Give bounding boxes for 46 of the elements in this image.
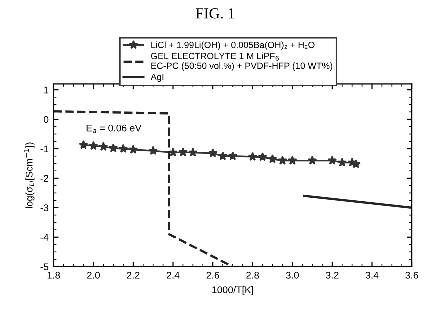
point bbox=[308, 156, 318, 165]
point bbox=[338, 158, 348, 167]
point bbox=[128, 145, 138, 154]
line-series bbox=[54, 110, 234, 267]
y-tick-label: -4 bbox=[40, 234, 49, 241]
x-tick-label: 3.4 bbox=[366, 272, 379, 279]
point bbox=[228, 152, 238, 160]
y-axis-title: log(σ$_{Li}$[Scm$^{−1}$]) bbox=[24, 142, 35, 208]
x-axis-title: 1000/T[K] bbox=[212, 286, 254, 296]
point bbox=[268, 154, 278, 164]
point bbox=[118, 144, 128, 154]
point bbox=[188, 148, 198, 157]
point bbox=[218, 152, 228, 160]
legend-label: AgI bbox=[150, 74, 164, 82]
point bbox=[328, 156, 338, 165]
x-tick-label: 2.8 bbox=[246, 272, 260, 279]
x-tick-label: 3.6 bbox=[406, 272, 418, 279]
y-tick-label: -3 bbox=[40, 204, 49, 212]
y-tick-label: -2 bbox=[40, 175, 49, 182]
chart-title: FIG. 1 bbox=[196, 8, 235, 19]
point bbox=[248, 152, 258, 162]
annotation: E$_{a}$ = 0.06 eV bbox=[86, 124, 142, 134]
point bbox=[108, 144, 118, 152]
y-tick-label: 1 bbox=[44, 86, 49, 94]
point bbox=[79, 140, 88, 150]
point bbox=[148, 146, 158, 156]
legend-label: GEL ELECTROLYTE 1 M LiPF$_{6}$ EC-PC (50:50 vol.%) + PVDF-HFP (10 WT%) bbox=[151, 52, 333, 71]
point bbox=[278, 156, 288, 165]
x-tick-label: 3.0 bbox=[286, 272, 300, 279]
x-tick-label: 2.2 bbox=[127, 272, 140, 279]
legend-label: LiCl + 1.99Li(OH) + 0.005Ba(OH)₂ + H₂O bbox=[152, 42, 315, 50]
x-tick-label: 2.6 bbox=[206, 272, 220, 279]
y-tick-label: 0 bbox=[44, 116, 49, 124]
x-tick-label: 2.0 bbox=[87, 272, 100, 279]
point bbox=[178, 148, 188, 157]
y-tick-label: -1 bbox=[40, 146, 49, 153]
y-tick-label: -5 bbox=[40, 264, 49, 270]
point bbox=[258, 152, 268, 162]
x-tick-label: 2.4 bbox=[166, 272, 180, 279]
point bbox=[89, 141, 98, 150]
x-tick-label: 1.8 bbox=[48, 272, 60, 279]
point bbox=[208, 148, 218, 158]
x-tick-label: 3.2 bbox=[326, 272, 339, 279]
point bbox=[288, 156, 298, 165]
point bbox=[168, 148, 178, 157]
point bbox=[98, 142, 108, 151]
